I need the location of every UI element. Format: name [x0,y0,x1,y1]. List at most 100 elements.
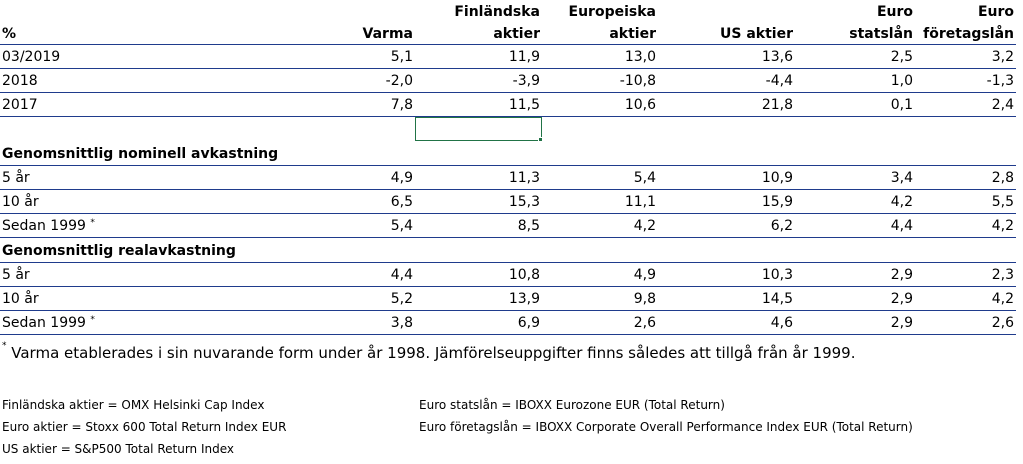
section-title-real[interactable]: Genomsnittlig realavkastning [0,237,1016,263]
table-row: 10 år 5,2 13,9 9,8 14,5 2,9 4,2 [0,286,1016,311]
selected-cell[interactable] [415,117,542,141]
fill-handle[interactable] [538,137,542,141]
value-cell[interactable]: -3,9 [415,68,542,93]
value-cell[interactable]: 15,9 [658,189,795,214]
value-cell[interactable]: 9,8 [542,286,658,311]
header-cell[interactable]: Euro [977,4,1014,20]
value-cell[interactable]: 13,9 [415,286,542,311]
value-cell[interactable]: 5,1 [135,44,415,69]
legend-item: US aktier = S&P500 Total Return Index [2,442,234,456]
value-cell[interactable]: 5,4 [135,213,415,238]
row-label[interactable]: 2018 [0,68,135,93]
row-label[interactable]: 03/2019 [0,44,135,69]
value-cell[interactable]: 3,4 [795,165,915,190]
value-cell[interactable]: -10,8 [542,68,658,93]
value-cell[interactable]: 1,0 [795,68,915,93]
empty-cell[interactable] [0,117,135,142]
value-cell[interactable]: 10,9 [658,165,795,190]
footnote-marker: * [90,218,95,228]
value-cell[interactable]: 4,2 [915,213,1016,238]
value-cell[interactable]: 13,6 [658,44,795,69]
empty-cell[interactable] [915,117,1016,142]
value-cell[interactable]: 4,4 [135,262,415,287]
header-cell[interactable] [0,0,135,22]
footnote-text: Varma etablerades i sin nuvarande form u… [6,344,856,362]
header-row-1: Finländska Europeiska Euro Euro [0,0,1016,22]
value-cell[interactable]: 2,9 [795,310,915,335]
value-cell[interactable]: 10,8 [415,262,542,287]
row-label[interactable]: Sedan 1999 * [0,213,135,238]
value-cell[interactable]: 14,5 [658,286,795,311]
section-heading-row: Genomsnittlig nominell avkastning [0,141,1016,166]
value-cell[interactable]: -2,0 [135,68,415,93]
value-cell[interactable]: 11,5 [415,92,542,117]
row-label[interactable]: Sedan 1999 * [0,310,135,335]
empty-cell[interactable] [658,117,795,142]
value-cell[interactable]: 2,9 [795,286,915,311]
value-cell[interactable]: 11,1 [542,189,658,214]
value-cell[interactable]: 10,6 [542,92,658,117]
value-cell[interactable]: 3,2 [915,44,1016,69]
empty-cell[interactable] [795,117,915,142]
value-cell[interactable]: 4,2 [542,213,658,238]
header-cell[interactable]: företagslån [915,22,1016,45]
section-title-nominal[interactable]: Genomsnittlig nominell avkastning [0,141,1016,166]
legend-item: Finländska aktier = OMX Helsinki Cap Ind… [2,398,265,412]
header-cell[interactable]: US aktier [658,22,795,45]
header-cell[interactable]: Finländska [454,4,540,20]
value-cell[interactable]: 13,0 [542,44,658,69]
value-cell[interactable]: 2,4 [915,92,1016,117]
value-cell[interactable]: 21,8 [658,92,795,117]
header-cell[interactable]: % [0,22,135,45]
value-cell[interactable]: 15,3 [415,189,542,214]
header-cell[interactable]: aktier [542,22,658,45]
value-cell[interactable]: 2,5 [795,44,915,69]
header-cell[interactable]: Euro [876,4,913,20]
empty-cell[interactable] [135,117,415,142]
header-cell[interactable]: Varma [135,22,415,45]
value-cell[interactable]: 2,8 [915,165,1016,190]
value-cell[interactable]: 4,2 [795,189,915,214]
value-cell[interactable]: 5,5 [915,189,1016,214]
header-row-2: % Varma aktier aktier US aktier statslån… [0,22,1016,45]
header-cell[interactable] [135,0,415,22]
row-label[interactable]: 5 år [0,165,135,190]
header-cell[interactable]: statslån [795,22,915,45]
value-cell[interactable]: 6,9 [415,310,542,335]
value-cell[interactable]: 7,8 [135,92,415,117]
value-cell[interactable]: 10,3 [658,262,795,287]
empty-cell[interactable] [542,117,658,142]
value-cell[interactable]: -4,4 [658,68,795,93]
value-cell[interactable]: -1,3 [915,68,1016,93]
value-cell[interactable]: 4,6 [658,310,795,335]
header-cell[interactable]: Europeiska [568,4,656,20]
value-cell[interactable]: 0,1 [795,92,915,117]
value-cell[interactable]: 11,9 [415,44,542,69]
value-cell[interactable]: 11,3 [415,165,542,190]
value-cell[interactable]: 2,3 [915,262,1016,287]
row-label[interactable]: 10 år [0,286,135,311]
value-cell[interactable]: 4,9 [135,165,415,190]
legend-item: Euro företagslån = IBOXX Corporate Overa… [419,420,913,434]
value-cell[interactable]: 6,2 [658,213,795,238]
value-cell[interactable]: 2,9 [795,262,915,287]
value-cell[interactable]: 8,5 [415,213,542,238]
value-cell[interactable]: 4,4 [795,213,915,238]
header-cell[interactable]: aktier [415,22,542,45]
returns-table: Finländska Europeiska Euro Euro % Varma … [0,0,1016,335]
footnote-marker: * [90,315,95,325]
value-cell[interactable]: 4,9 [542,262,658,287]
value-cell[interactable]: 4,2 [915,286,1016,311]
value-cell[interactable]: 5,2 [135,286,415,311]
row-label[interactable]: 2017 [0,92,135,117]
row-label[interactable]: 5 år [0,262,135,287]
table-row: 5 år 4,9 11,3 5,4 10,9 3,4 2,8 [0,165,1016,190]
value-cell[interactable]: 5,4 [542,165,658,190]
table-row: 10 år 6,5 15,3 11,1 15,9 4,2 5,5 [0,189,1016,214]
value-cell[interactable]: 6,5 [135,189,415,214]
row-label[interactable]: 10 år [0,189,135,214]
value-cell[interactable]: 3,8 [135,310,415,335]
value-cell[interactable]: 2,6 [915,310,1016,335]
header-cell[interactable] [658,0,795,22]
value-cell[interactable]: 2,6 [542,310,658,335]
